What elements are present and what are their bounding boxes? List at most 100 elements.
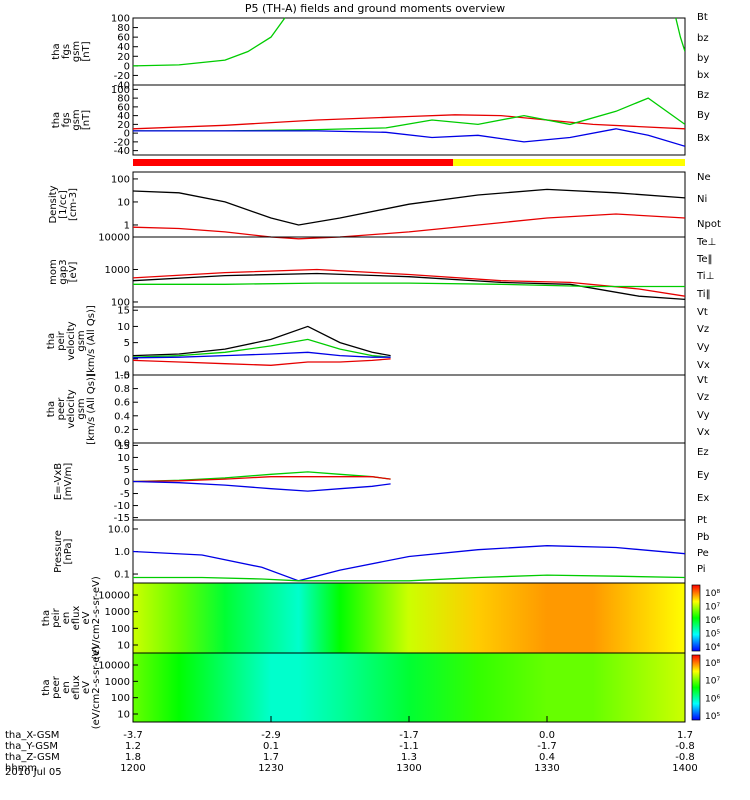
ephemeris-row-label: tha_X-GSM: [5, 730, 59, 741]
y-axis-label: tha: [51, 112, 62, 128]
y-tick-label: 10.0: [108, 524, 130, 535]
colorbar-tick-label: 10⁷: [705, 603, 720, 613]
y-axis-label: gsm: [76, 330, 87, 351]
legend-entry: Vx: [697, 360, 710, 371]
y-tick-label: 1000: [105, 607, 130, 618]
y-axis-label: gsm: [76, 398, 87, 419]
y-axis-label: eV: [81, 681, 92, 694]
ephemeris-value: -1.7: [537, 741, 557, 752]
series-Vt: [133, 325, 391, 357]
series-Vy: [133, 338, 391, 358]
legend-entry: Vy: [697, 342, 710, 353]
y-tick-label: 10000: [98, 233, 130, 244]
legend-entry: Ni: [697, 194, 707, 205]
ephemeris-value: 1330: [534, 763, 559, 774]
legend-entry: Vt: [697, 375, 708, 386]
y-axis-label: eV: [81, 611, 92, 624]
y-tick-label: 10000: [98, 591, 130, 602]
y-axis-label: gap3: [58, 259, 69, 284]
series-Ex: [133, 480, 391, 492]
panel-3: 100 10 1 Density [1/cc] [cm-3] Ne Ni Npot: [48, 171, 721, 240]
ephemeris-value: 1.7: [677, 730, 693, 741]
series-Te‖: [133, 272, 685, 301]
y-tick-label: 1000: [105, 265, 130, 276]
y-tick-label: 100: [111, 85, 130, 96]
y-axis-label: [1/cc]: [58, 190, 69, 219]
y-axis-label: [nT]: [81, 110, 92, 130]
y-tick-label: 0.2: [114, 425, 130, 436]
chart-title: P5 (TH-A) fields and ground moments over…: [245, 2, 505, 15]
series-Bz: [133, 114, 685, 130]
y-axis-label: tha: [41, 610, 52, 626]
orbit-bar-segment: [133, 159, 454, 166]
ephemeris-value: -3.7: [123, 730, 143, 741]
y-axis-label: mom: [48, 259, 59, 285]
panel-frame: [132, 17, 686, 86]
legend-entry: Te‖: [696, 254, 713, 265]
y-axis-label: peer: [51, 675, 62, 699]
colorbar-gradient: [691, 654, 701, 721]
panel-8: 10.0 1.0 0.1 Pressure [nPa] Pt Pb Pe Pi: [53, 515, 709, 584]
legend-entry: bx: [697, 70, 709, 81]
y-tick-label: -5: [120, 489, 130, 500]
spectrogram-image: [133, 653, 685, 722]
y-axis-label: [cm-3]: [68, 188, 79, 221]
y-axis-label: eflux: [71, 606, 82, 631]
y-tick-label: 60: [117, 33, 130, 44]
ephemeris-value: 1.7: [263, 752, 279, 763]
y-axis-label: peir: [51, 607, 62, 627]
panel-frame: [132, 84, 686, 156]
colorbar-gradient: [691, 584, 701, 652]
ephemeris-value: 1.8: [125, 752, 141, 763]
y-axis-label: [km/s (All Qs)]: [86, 305, 97, 377]
ephemeris-value: 0.0: [539, 730, 555, 741]
legend-entry: Bz: [697, 90, 709, 101]
y-tick-label: 0.1: [114, 570, 130, 581]
y-tick-label: 0.6: [114, 398, 130, 409]
colorbar-tick-label: 10⁴: [705, 643, 720, 653]
y-axis-label: Density: [48, 185, 59, 223]
ephemeris-value: 1230: [258, 763, 283, 774]
y-axis-label: [nPa]: [63, 538, 74, 564]
y-tick-label: 40: [117, 111, 130, 122]
y-axis-label: fgs: [61, 44, 72, 59]
ephemeris-value: -0.8: [675, 752, 695, 763]
panel-4: 10000 1000 100 mom gap3 [eV] Te⊥ Te‖ Ti⊥ Ti‖: [48, 233, 716, 309]
y-axis-label: tha: [46, 333, 57, 349]
legend-entry: Bt: [697, 12, 708, 23]
y-axis-label: velocity: [66, 321, 77, 360]
legend-entry: Pi: [697, 564, 706, 575]
y-tick-label: -15: [114, 513, 130, 524]
colorbar: 10⁸ 10⁷ 10⁶ 10⁵ 10⁴: [691, 584, 720, 653]
legend-entry: Ex: [697, 493, 709, 504]
series-Te⊥: [133, 268, 685, 297]
ephemeris-row-label: hhmm: [5, 763, 37, 774]
y-tick-label: 0.4: [114, 411, 130, 422]
ephemeris-value: 1.2: [125, 741, 141, 752]
ephemeris-value: 1200: [120, 763, 145, 774]
ephemeris-value: 0.1: [263, 741, 279, 752]
y-axis-label: (eV/cm2-s-sr-eV): [91, 646, 102, 730]
y-tick-label: -5: [120, 371, 130, 382]
series-Pi: [133, 545, 685, 582]
colorbar-tick-label: 10⁸: [705, 659, 720, 669]
y-tick-label: 60: [117, 102, 130, 113]
y-tick-label: 40: [117, 42, 130, 53]
y-tick-label: -40: [114, 81, 130, 92]
legend-entry: Ey: [697, 470, 709, 481]
y-axis-label: tha: [51, 43, 62, 59]
date-label: 2010 Jul 05: [5, 767, 62, 778]
series-Ti⊥: [133, 282, 685, 288]
panel-frame: [132, 306, 686, 376]
ephemeris-value: 0.4: [539, 752, 555, 763]
ephemeris-value: 1400: [672, 763, 697, 774]
series-Pe: [133, 574, 685, 582]
legend-entry: By: [697, 110, 710, 121]
y-tick-label: 5: [124, 465, 130, 476]
y-axis-label: [km/s (All Qs)]: [86, 373, 97, 445]
y-axis-label: [mV/m]: [63, 463, 74, 501]
